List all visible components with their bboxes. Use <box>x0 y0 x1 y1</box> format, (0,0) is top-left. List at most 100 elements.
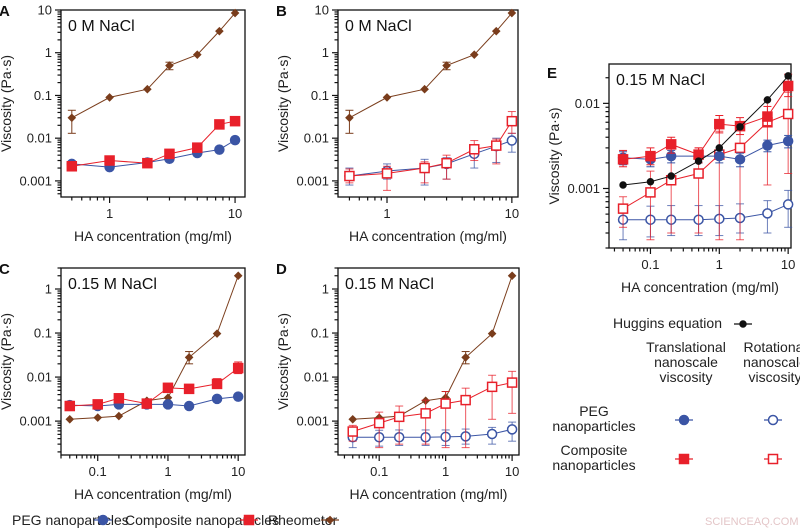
data-point <box>461 353 470 362</box>
data-point <box>66 161 78 172</box>
panel-annotation: 0.15 M NaCl <box>345 276 434 293</box>
y-tick-label: 0.1 <box>311 326 329 341</box>
panel-d: 0.1 1 10 0.001 0.01 0.1 1 HA concentration (mg/… <box>275 261 520 502</box>
legend-col-translational: nanoscale <box>654 354 718 370</box>
legend-composite-label: Composite nanoparticles <box>125 512 279 528</box>
composite-marker <box>240 514 258 526</box>
data-point <box>762 208 773 219</box>
y-tick-label: 0.01 <box>575 96 600 111</box>
data-point <box>420 408 431 419</box>
bottom-legend: PEG nanoparticles Composite nanoparticle… <box>12 512 339 528</box>
data-point <box>486 428 498 440</box>
data-point <box>345 113 354 123</box>
legend-huggins-label: Huggins equation <box>613 315 722 331</box>
data-point <box>782 135 794 147</box>
series-peg_r <box>344 132 518 186</box>
series-line <box>71 120 236 167</box>
legend-row-composite: Composite <box>561 442 628 458</box>
data-point <box>715 144 724 152</box>
data-point <box>487 329 497 338</box>
series-line <box>349 140 513 177</box>
legend-rheometer-label: Rheometer <box>268 512 338 528</box>
plot-frame <box>60 267 246 456</box>
legend-marker <box>325 515 335 525</box>
data-point <box>92 399 103 410</box>
panel-letter: C <box>0 261 10 278</box>
data-point <box>141 398 153 409</box>
data-point <box>64 400 76 412</box>
data-point <box>143 84 152 94</box>
legend-col-rotational: viscosity <box>749 369 800 385</box>
data-point <box>65 414 75 424</box>
legend-marker <box>243 514 255 526</box>
data-point <box>229 115 241 127</box>
data-point <box>734 154 746 165</box>
legend-marker <box>767 414 779 426</box>
data-point <box>507 8 517 18</box>
data-point <box>441 157 452 169</box>
data-point <box>192 142 203 153</box>
data-point <box>164 148 175 160</box>
peg-rotational-marker <box>764 414 782 426</box>
panel-c: 0.1 1 10 0.001 0.01 0.1 1 HA concentration (mg/… <box>0 261 246 502</box>
data-point <box>736 123 744 131</box>
panel-a: 1 10 0.001 0.01 0.1 1 10 HA concentration (mg/m… <box>0 3 246 244</box>
data-point <box>229 134 241 146</box>
x-tick-label: 0.1 <box>370 464 388 479</box>
panel-e: 0.1 1 10 0.001 0.01 HA concentration (mg/ml) V… <box>546 63 795 295</box>
y-axis-title: Viscosity (Pa·s) <box>275 313 291 410</box>
y-axis-title: Viscosity (Pa·s) <box>275 55 291 152</box>
data-point <box>619 181 627 189</box>
data-point <box>419 162 430 174</box>
data-point <box>491 26 501 36</box>
data-point <box>215 26 224 36</box>
data-point <box>93 413 103 422</box>
data-point <box>183 400 195 412</box>
data-point <box>373 417 385 429</box>
data-point <box>506 377 518 388</box>
data-point <box>211 393 223 405</box>
y-tick-label: 0.001 <box>19 173 52 188</box>
rheometer-marker <box>321 515 339 525</box>
legend-marker <box>678 453 690 465</box>
huggins-marker <box>734 320 752 328</box>
data-point <box>214 144 225 155</box>
y-tick-label: 1 <box>322 282 329 297</box>
panel-e-legend: Huggins equation Translational nanoscale… <box>552 315 800 473</box>
data-point <box>506 135 518 146</box>
series-peg_t <box>64 391 244 412</box>
series-line <box>71 139 236 168</box>
legend-col-rotational: nanoscale <box>743 354 800 370</box>
series-rheo <box>348 271 517 424</box>
x-tick-label: 0.1 <box>641 257 659 272</box>
data-point <box>782 108 794 120</box>
data-point <box>665 139 677 150</box>
legend-marker <box>739 320 747 328</box>
legend-row-peg: nanoparticles <box>552 418 635 434</box>
x-axis-title: HA concentration (mg/ml) <box>74 486 232 502</box>
peg-marker <box>94 514 112 526</box>
data-point <box>762 111 773 122</box>
y-axis-title: Viscosity (Pa·s) <box>546 108 562 205</box>
data-point <box>645 187 656 198</box>
data-point <box>420 84 429 94</box>
legend-col-rotational: Rotational <box>743 339 800 355</box>
data-point <box>506 424 518 435</box>
panel-annotation: 0 M NaCl <box>68 18 135 35</box>
panel-annotation: 0.15 M NaCl <box>616 72 705 89</box>
x-tick-label: 1 <box>716 257 723 272</box>
data-point <box>393 411 405 423</box>
y-tick-label: 0.01 <box>27 370 52 385</box>
data-point <box>694 157 703 165</box>
data-point <box>233 271 243 281</box>
series-line <box>622 75 789 186</box>
x-axis-title: HA concentration (mg/ml) <box>74 228 232 244</box>
y-tick-label: 0.1 <box>311 88 329 103</box>
legend-row-composite: nanoparticles <box>552 457 635 473</box>
data-point <box>162 382 174 394</box>
y-tick-label: 0.1 <box>34 88 52 103</box>
data-point <box>211 378 223 390</box>
data-point <box>382 93 392 102</box>
legend-row-peg: PEG <box>579 403 609 419</box>
data-point <box>381 168 393 179</box>
